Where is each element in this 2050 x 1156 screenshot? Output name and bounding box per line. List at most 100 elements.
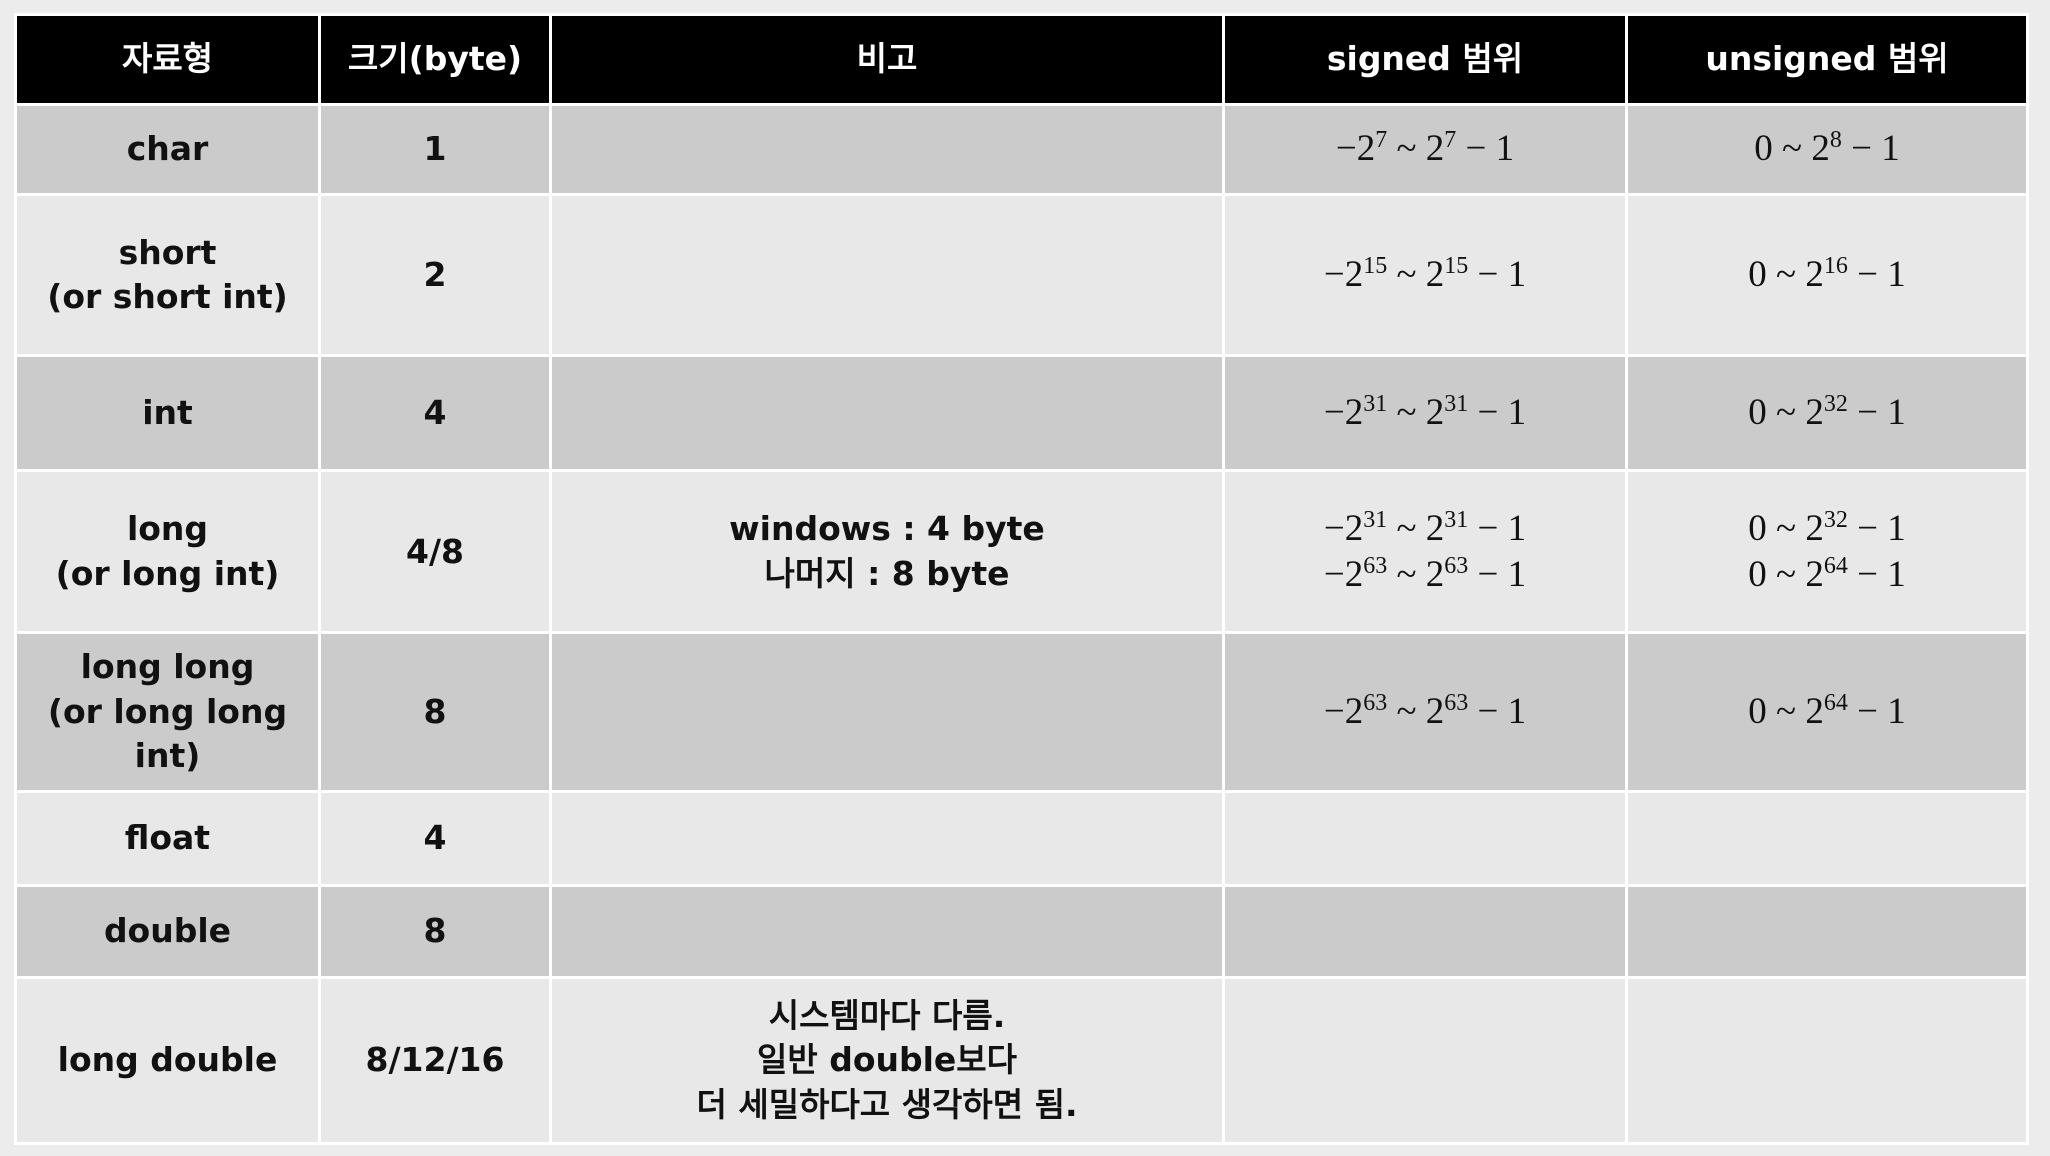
range-high-exponent: 8 xyxy=(1829,127,1842,154)
type-cell: float xyxy=(14,789,321,887)
size-cell: 4 xyxy=(318,354,552,473)
range-high-exponent: 7 xyxy=(1444,127,1457,154)
type-name: int xyxy=(142,393,193,432)
unsigned-range-cell xyxy=(1625,789,2029,887)
range-high-exponent: 31 xyxy=(1444,506,1469,533)
range-tail: − 1 xyxy=(1857,254,1906,296)
range-tail: − 1 xyxy=(1857,392,1906,434)
range-high: 2 xyxy=(1811,128,1830,170)
range-high-exponent: 32 xyxy=(1823,390,1848,417)
header-type: 자료형 xyxy=(14,13,321,106)
unsigned-range: 0 ~ 264 − 1 xyxy=(1748,689,1906,732)
note-cell: windows : 4 byte 나머지 : 8 byte xyxy=(549,469,1225,635)
range-tail: − 1 xyxy=(1477,392,1527,434)
note-line: 더 세밀하다고 생각하면 됨. xyxy=(696,1084,1078,1124)
table-row: long (or long int) 4/8 windows : 4 byte 나머지 … xyxy=(14,469,2029,635)
range-low: 0 xyxy=(1748,254,1767,296)
table-row: long long (or long long int) 8 −263 ~ 263 −… xyxy=(14,631,2029,793)
range-low: −2 xyxy=(1323,553,1364,595)
range-low: −2 xyxy=(1335,128,1376,170)
data-type-table: 자료형 크기(byte) 비고 signed 범위 unsigned 범위 ch… xyxy=(14,13,2029,1146)
range-high-exponent: 15 xyxy=(1444,252,1469,279)
range-tail: − 1 xyxy=(1477,553,1527,595)
note-cell xyxy=(549,354,1225,473)
note-cell: 시스템마다 다름. 일반 double보다 더 세밀하다고 생각하면 됨. xyxy=(549,975,1225,1146)
type-cell: long (or long int) xyxy=(14,469,321,635)
type-cell: char xyxy=(14,102,321,197)
range-low: −2 xyxy=(1323,507,1364,549)
signed-range-cell: −263 ~ 263 − 1 xyxy=(1222,631,1628,793)
range-high-exponent: 32 xyxy=(1823,506,1848,533)
unsigned-range-cell xyxy=(1625,975,2029,1146)
type-name: (or long int) xyxy=(55,553,280,593)
type-name: long long xyxy=(80,647,255,687)
range-high: 2 xyxy=(1425,507,1445,549)
range-tail: − 1 xyxy=(1857,507,1906,549)
size-cell: 4 xyxy=(318,789,552,887)
type-name: char xyxy=(126,129,209,169)
range-tail: − 1 xyxy=(1477,254,1527,296)
table-row: char 1 −27 ~ 27 − 1 0 ~ 28 − 1 xyxy=(14,102,2029,197)
range-low-exponent: 63 xyxy=(1363,689,1388,716)
range-low: 0 xyxy=(1754,128,1773,170)
header-size: 크기(byte) xyxy=(318,13,552,106)
range-low: 0 xyxy=(1748,553,1767,595)
note-cell xyxy=(549,789,1225,887)
range-high: 2 xyxy=(1805,254,1824,296)
unsigned-range: 0 ~ 232 − 1 xyxy=(1748,506,1906,549)
range-high: 2 xyxy=(1425,553,1445,595)
header-row: 자료형 크기(byte) 비고 signed 범위 unsigned 범위 xyxy=(14,13,2029,106)
range-tail: − 1 xyxy=(1857,690,1906,732)
range-high: 2 xyxy=(1425,392,1445,434)
size-cell: 1 xyxy=(318,102,552,197)
range-high: 2 xyxy=(1425,254,1445,296)
type-name: long xyxy=(126,509,209,549)
unsigned-range-cell: 0 ~ 232 − 1 xyxy=(1625,354,2029,473)
type-cell: int xyxy=(14,354,321,473)
signed-range: −263 ~ 263 − 1 xyxy=(1323,689,1527,732)
signed-range: −231 ~ 231 − 1 xyxy=(1323,390,1527,434)
range-high: 2 xyxy=(1425,690,1445,732)
range-tail: − 1 xyxy=(1477,690,1527,732)
signed-range-cell: −231 ~ 231 − 1 xyxy=(1222,354,1628,473)
range-high: 2 xyxy=(1805,392,1824,434)
table-row: float 4 xyxy=(14,789,2029,887)
range-high: 2 xyxy=(1805,690,1824,732)
unsigned-range: 0 ~ 216 − 1 xyxy=(1748,252,1906,296)
range-high-exponent: 16 xyxy=(1823,252,1848,279)
signed-range: −27 ~ 27 − 1 xyxy=(1335,127,1515,170)
note-line: 일반 double보다 xyxy=(756,1040,1018,1080)
table-row: long double 8/12/16 시스템마다 다름. 일반 double보다 더 … xyxy=(14,975,2029,1146)
range-high-exponent: 63 xyxy=(1444,552,1469,579)
type-name: short xyxy=(118,232,217,272)
unsigned-range-cell: 0 ~ 28 − 1 xyxy=(1625,102,2029,197)
signed-range-cell: −231 ~ 231 − 1 −263 ~ 263 − 1 xyxy=(1222,469,1628,635)
unsigned-range-cell xyxy=(1625,883,2029,979)
signed-range-cell: −27 ~ 27 − 1 xyxy=(1222,102,1628,197)
type-name: (or long long int) xyxy=(47,691,288,776)
signed-range-cell xyxy=(1222,975,1628,1146)
note-cell xyxy=(549,883,1225,979)
range-high-exponent: 31 xyxy=(1444,390,1469,417)
signed-range: −231 ~ 231 − 1 xyxy=(1323,506,1527,549)
range-low: −2 xyxy=(1323,690,1364,732)
size-cell: 8 xyxy=(318,883,552,979)
range-high: 2 xyxy=(1805,507,1824,549)
range-high-exponent: 64 xyxy=(1823,552,1848,579)
range-low: −2 xyxy=(1323,392,1364,434)
range-low-exponent: 7 xyxy=(1375,127,1388,154)
range-tail: − 1 xyxy=(1851,128,1900,170)
signed-range-cell xyxy=(1222,789,1628,887)
table-row: double 8 xyxy=(14,883,2029,979)
type-cell: long double xyxy=(14,975,321,1146)
signed-range-cell xyxy=(1222,883,1628,979)
note-cell xyxy=(549,193,1225,358)
range-low: −2 xyxy=(1323,254,1364,296)
range-high: 2 xyxy=(1805,553,1824,595)
type-name: (or short int) xyxy=(47,277,288,317)
note-line: windows : 4 byte xyxy=(729,509,1045,549)
type-name: float xyxy=(124,817,211,857)
note-cell xyxy=(549,102,1225,197)
type-name: long double xyxy=(57,1040,278,1080)
